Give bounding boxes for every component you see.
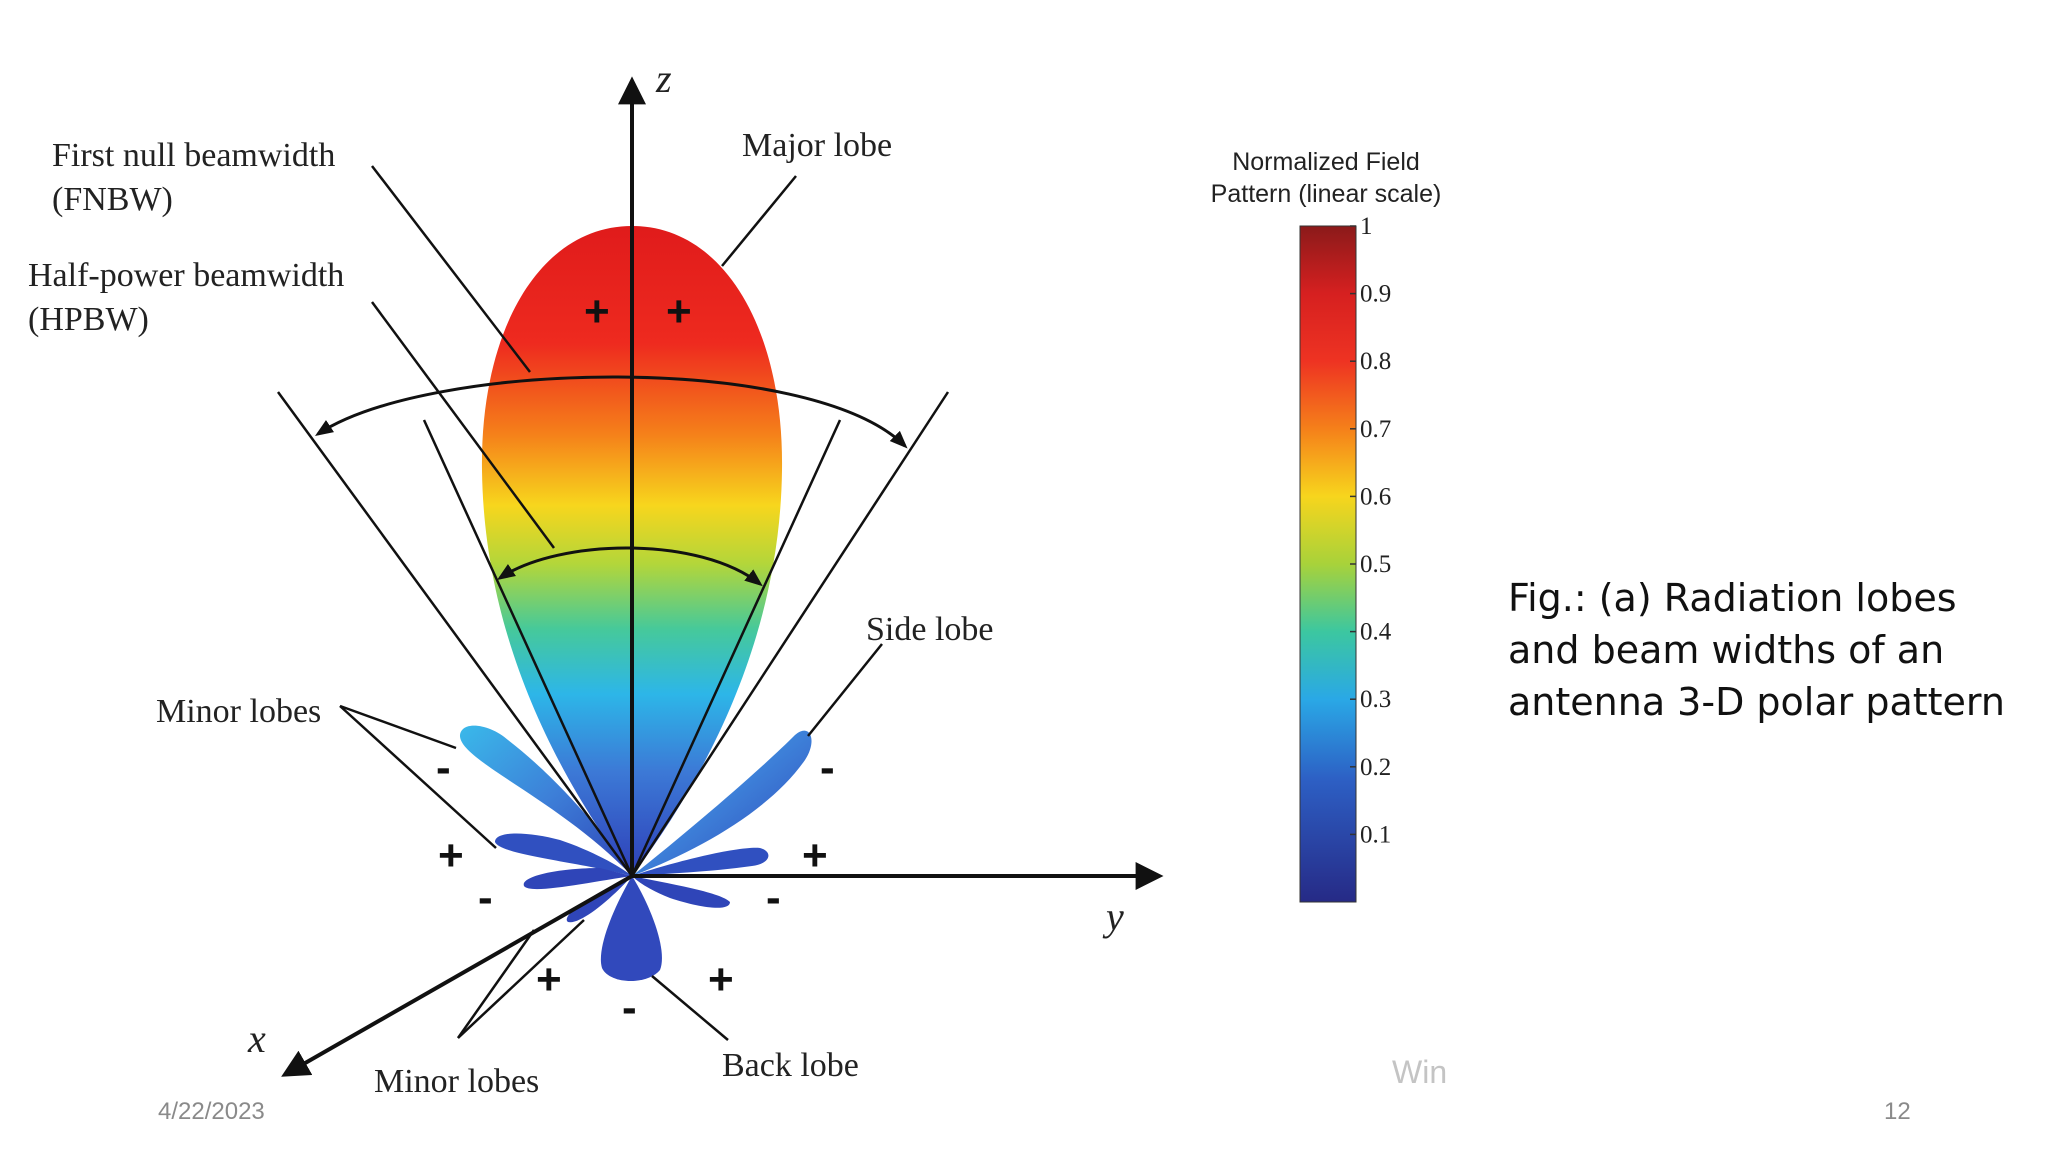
right-lower-minor-lobe bbox=[632, 876, 730, 908]
colorbar-tick-label: 0.1 bbox=[1360, 821, 1391, 848]
colorbar: Normalized Field Pattern (linear scale) … bbox=[1211, 148, 1442, 903]
sign-left-upper-minor: - bbox=[436, 743, 451, 792]
colorbar-tick-label: 0.7 bbox=[1360, 416, 1391, 443]
minor-lobes-bottom-leader-a bbox=[456, 929, 536, 1039]
y-axis-label: y bbox=[1102, 894, 1124, 939]
sign-right-middle-minor: + bbox=[802, 831, 828, 880]
leader-lines bbox=[339, 165, 883, 1041]
back-lobe-label: Back lobe bbox=[722, 1047, 859, 1084]
colorbar-gradient bbox=[1299, 225, 1357, 903]
left-middle-minor-lobe bbox=[495, 833, 632, 876]
colorbar-tick-label: 1 bbox=[1360, 213, 1373, 240]
sign-left-middle-minor: + bbox=[438, 831, 464, 880]
colorbar-tick-label: 0.5 bbox=[1360, 551, 1391, 578]
major-lobe-label: Major lobe bbox=[742, 127, 892, 164]
hpbw-label-line1: Half-power beamwidth bbox=[28, 257, 344, 294]
major-lobe-leader bbox=[721, 175, 797, 267]
fnbw-label-line2: (FNBW) bbox=[52, 181, 173, 218]
left-upper-minor-lobe bbox=[459, 725, 632, 876]
colorbar-tick-label: 0.9 bbox=[1360, 281, 1391, 308]
colorbar-tick-label: 0.8 bbox=[1360, 348, 1391, 375]
colorbar-tick-label: 0.4 bbox=[1360, 619, 1392, 646]
sign-major-left: + bbox=[584, 287, 610, 336]
side-lobe-leader bbox=[807, 643, 883, 737]
fnbw-left-line bbox=[276, 391, 634, 877]
minor-lobes-left-leader-a bbox=[339, 704, 457, 750]
side-lobe-label: Side lobe bbox=[866, 611, 993, 648]
hpbw-label-line2: (HPBW) bbox=[28, 301, 149, 338]
minor-lobes-left-leader-b bbox=[339, 705, 497, 849]
minor-lobes-group bbox=[459, 725, 812, 982]
colorbar-title-line1: Normalized Field bbox=[1232, 148, 1420, 176]
sign-right-lower-minor: - bbox=[766, 873, 781, 922]
x-axis bbox=[281, 874, 633, 1077]
back-lobe bbox=[600, 876, 662, 982]
colorbar-title-line2: Pattern (linear scale) bbox=[1211, 180, 1442, 208]
sign-back-lobe: - bbox=[622, 983, 637, 1032]
slide-date: 4/22/2023 bbox=[158, 1098, 265, 1125]
x-axis-label: x bbox=[247, 1016, 266, 1061]
hpbw-leader bbox=[370, 301, 556, 549]
beamwidth-lines bbox=[276, 391, 950, 877]
colorbar-tick-label: 0.6 bbox=[1360, 483, 1391, 510]
fnbw-leader bbox=[371, 165, 531, 373]
left-lower-minor-lobe bbox=[523, 868, 632, 890]
minor-lobes-bottom-leader-b bbox=[457, 919, 585, 1039]
back-lobe-leader bbox=[651, 975, 729, 1041]
fnbw-right-line bbox=[630, 391, 950, 877]
colorbar-ticks: 1 0.9 0.8 0.7 0.6 0.5 0.4 0.3 0.2 0.1 bbox=[1350, 213, 1392, 848]
hpbw-left-line bbox=[422, 419, 634, 877]
fnbw-label-line1: First null beamwidth bbox=[52, 137, 335, 174]
right-side-lobe bbox=[632, 730, 812, 876]
slide-number: 12 bbox=[1884, 1098, 1911, 1125]
sign-left-lower-minor: - bbox=[478, 873, 493, 922]
windows-watermark: Win bbox=[1392, 1054, 1448, 1090]
colorbar-tick-label: 0.3 bbox=[1360, 686, 1391, 713]
sign-major-right: + bbox=[666, 287, 692, 336]
sign-right-back: + bbox=[708, 955, 734, 1004]
right-middle-minor-lobe bbox=[632, 847, 769, 876]
minor-lobes-bottom-label: Minor lobes bbox=[374, 1063, 539, 1100]
sign-right-side-lobe: - bbox=[820, 743, 835, 792]
colorbar-tick-label: 0.2 bbox=[1360, 754, 1391, 781]
z-axis-label: z bbox=[655, 56, 672, 101]
figure-caption: Fig.: (a) Radiation lobes and beam width… bbox=[1508, 576, 2005, 724]
fnbw-arc bbox=[314, 375, 908, 449]
minor-lobes-left-label: Minor lobes bbox=[156, 693, 321, 730]
hpbw-right-line bbox=[630, 419, 842, 877]
sign-front-minor: + bbox=[536, 955, 562, 1004]
